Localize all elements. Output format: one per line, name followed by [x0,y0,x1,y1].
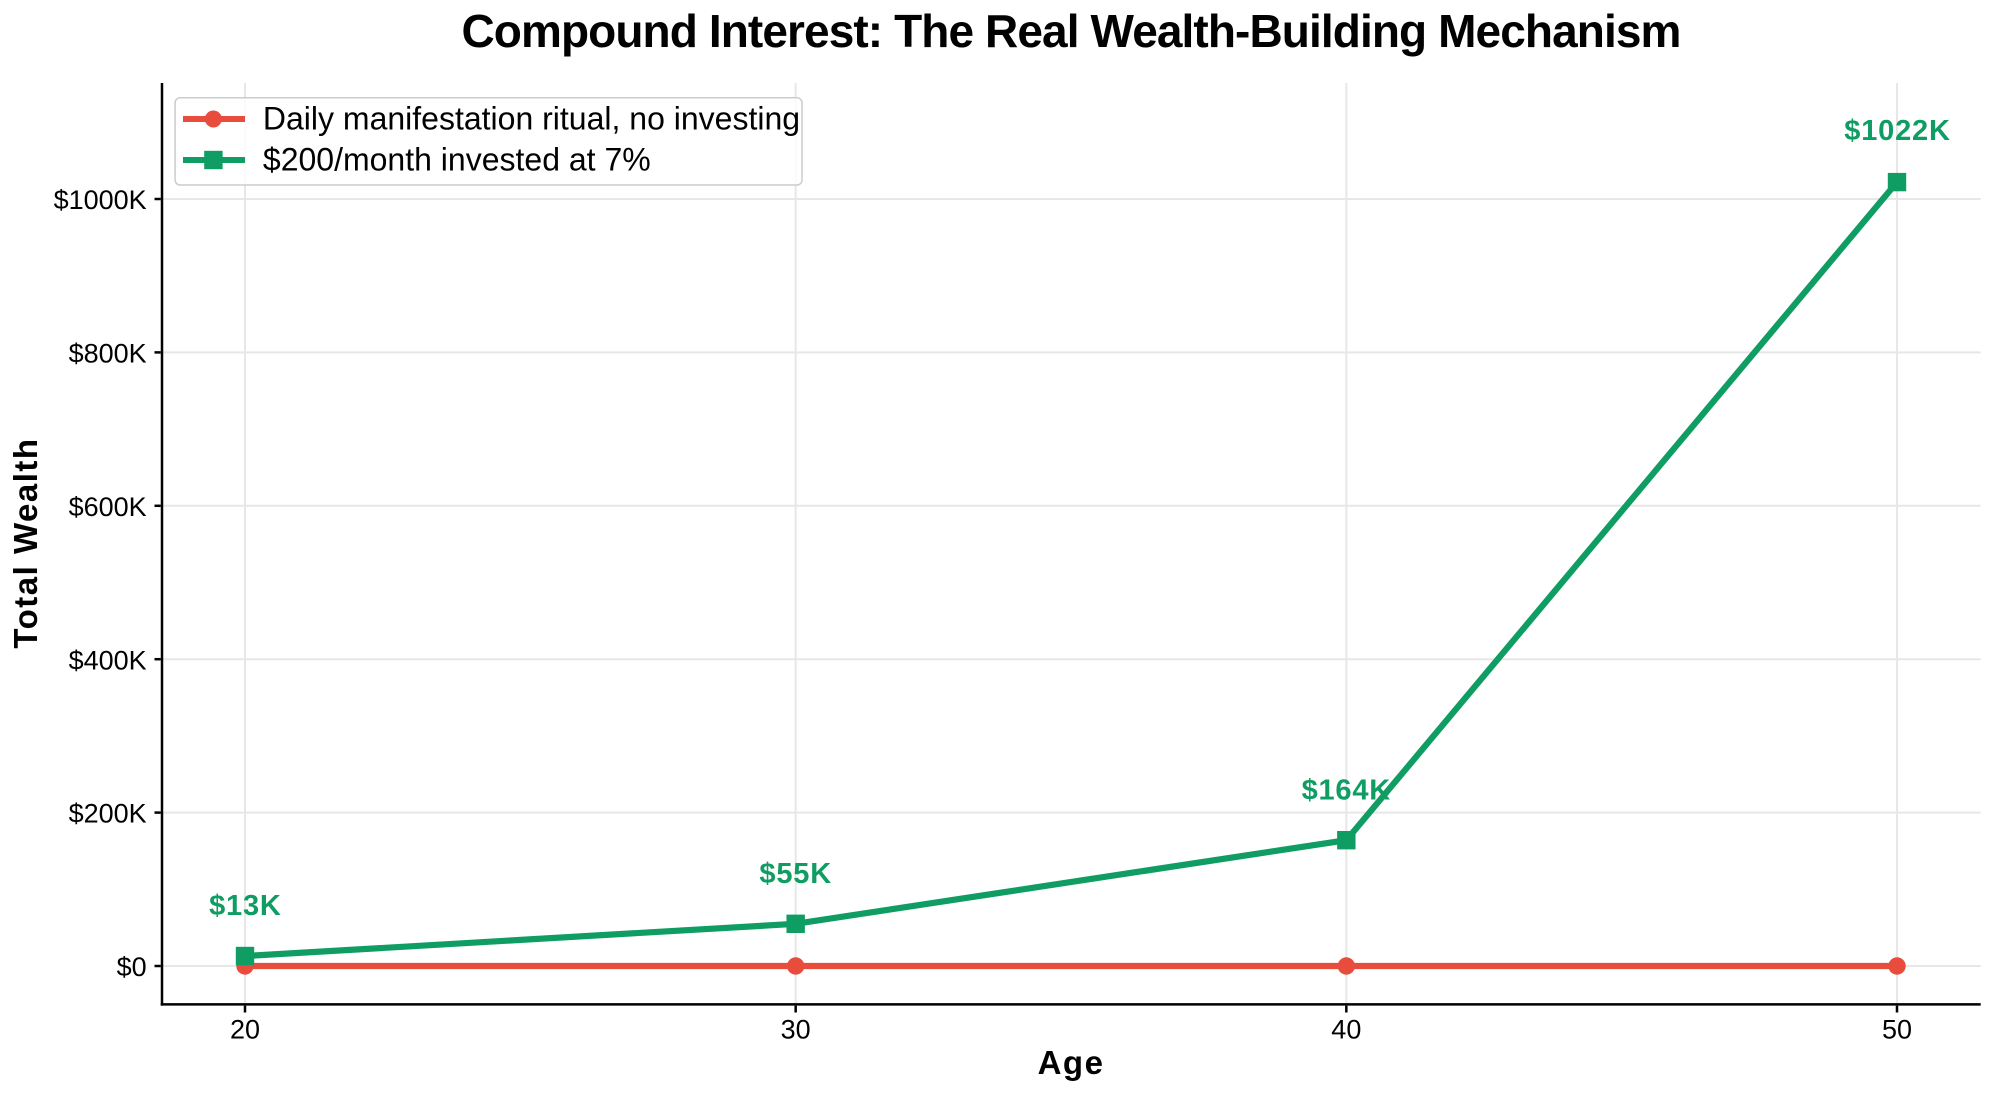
svg-text:$200/month invested at 7%: $200/month invested at 7% [263,142,651,178]
svg-text:30: 30 [781,1015,811,1045]
svg-text:20: 20 [230,1015,260,1045]
svg-text:$55K: $55K [759,858,832,890]
svg-text:$400K: $400K [69,645,147,675]
svg-text:$1000K: $1000K [54,185,147,215]
svg-text:$200K: $200K [69,799,147,829]
svg-text:$1022K: $1022K [1844,115,1950,147]
svg-text:Daily manifestation ritual, no: Daily manifestation ritual, no investing [263,101,800,137]
svg-text:40: 40 [1331,1015,1361,1045]
svg-text:$800K: $800K [69,339,147,369]
svg-text:$164K: $164K [1302,775,1391,807]
svg-text:Age: Age [1038,1044,1105,1081]
svg-text:Compound Interest: The Real We: Compound Interest: The Real Wealth-Build… [461,5,1680,57]
svg-text:$0: $0 [117,952,147,982]
svg-text:$13K: $13K [209,890,282,922]
svg-text:$600K: $600K [69,492,147,522]
svg-text:50: 50 [1882,1015,1912,1045]
svg-text:Total Wealth: Total Wealth [7,437,44,648]
